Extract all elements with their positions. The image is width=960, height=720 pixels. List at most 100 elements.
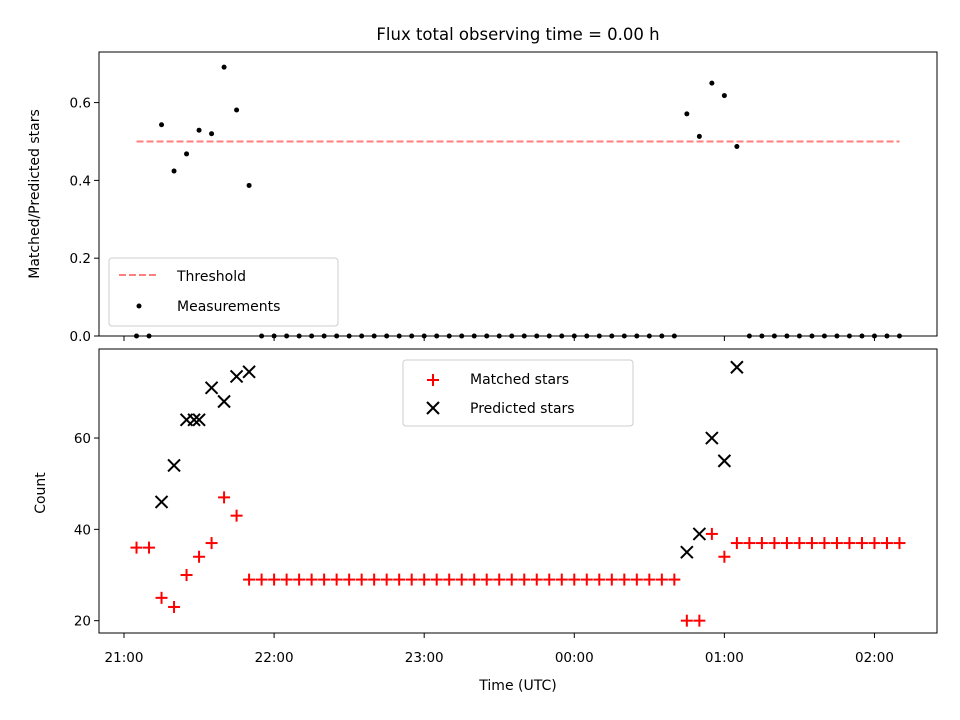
matched-star-marker	[668, 573, 681, 586]
matched-star-marker	[768, 537, 781, 550]
predicted-star-marker	[730, 360, 744, 374]
matched-star-marker	[643, 573, 656, 586]
matched-star-marker	[880, 537, 893, 550]
matched-star-marker	[793, 537, 806, 550]
predicted-star-marker	[204, 381, 219, 395]
measurement-point	[196, 127, 202, 133]
matched-star-marker	[268, 573, 281, 586]
legend-matched-label: Matched stars	[470, 372, 569, 388]
matched-star-marker	[480, 573, 493, 586]
matched-star-marker	[805, 537, 818, 550]
count-y-tick-label: 40	[74, 522, 91, 538]
matched-star-marker	[230, 509, 243, 522]
matched-star-marker	[705, 527, 718, 540]
predicted-star-marker	[217, 394, 231, 409]
matched-star-marker	[318, 573, 331, 586]
matched-star-marker	[518, 573, 531, 586]
matched-star-marker	[655, 573, 668, 586]
count-marks	[130, 360, 906, 627]
matched-star-marker	[455, 573, 468, 586]
predicted-star-marker	[705, 431, 719, 445]
chart-title: Flux total observing time = 0.00 h	[376, 25, 659, 44]
matched-star-marker	[143, 541, 156, 554]
matched-star-marker	[855, 537, 868, 550]
matched-star-marker	[868, 537, 881, 550]
legend-threshold-label: Threshold	[176, 269, 246, 285]
matched-star-marker	[818, 537, 831, 550]
measurement-point	[159, 122, 165, 128]
predicted-star-marker	[167, 458, 181, 473]
matched-star-marker	[393, 573, 406, 586]
x-axis-label: Time (UTC)	[478, 678, 556, 694]
matched-star-marker	[830, 537, 843, 550]
count-legend-box	[402, 359, 634, 427]
x-tick-label: 01:00	[705, 650, 744, 666]
matched-star-marker	[355, 573, 368, 586]
matched-star-marker	[755, 537, 768, 550]
measurement-point	[184, 151, 190, 157]
x-tick-label: 02:00	[855, 650, 894, 666]
count-y-axis: 20 40 60	[74, 431, 99, 630]
measurement-point	[721, 93, 727, 99]
legend-matched-swatch	[427, 374, 439, 386]
x-tick-label: 22:00	[255, 650, 294, 666]
count-y-tick-label: 60	[74, 431, 91, 447]
matched-star-marker	[530, 573, 543, 586]
count-legend: Matched stars Predicted stars	[402, 359, 634, 427]
ratio-y-tick-label: 0.0	[70, 329, 91, 345]
measurement-point	[246, 182, 252, 188]
matched-star-marker	[293, 573, 306, 586]
matched-star-marker	[443, 573, 456, 586]
count-y-tick-label: 20	[74, 614, 91, 630]
x-tick-label: 21:00	[105, 650, 144, 666]
measurement-point	[171, 168, 177, 174]
matched-star-marker	[218, 491, 231, 504]
ratio-x-ticks	[123, 336, 875, 341]
matched-star-marker	[630, 573, 643, 586]
matched-star-marker	[780, 537, 793, 550]
legend-measurements-label: Measurements	[177, 299, 280, 315]
predicted-star-marker	[692, 527, 707, 541]
matched-star-marker	[693, 614, 706, 627]
matched-star-marker	[193, 550, 206, 563]
matched-star-marker	[243, 573, 256, 586]
predicted-star-marker	[680, 545, 694, 559]
matched-star-marker	[305, 573, 318, 586]
ratio-legend-box	[108, 257, 339, 327]
matched-star-marker	[893, 537, 906, 550]
ratio-marks	[134, 64, 902, 339]
matched-star-marker	[205, 537, 218, 550]
matched-star-marker	[555, 573, 568, 586]
measurement-point	[209, 131, 215, 137]
predicted-star-marker	[717, 454, 732, 468]
legend-measurements-swatch	[136, 303, 142, 309]
ratio-y-tick-label: 0.4	[70, 173, 91, 189]
matched-star-marker	[605, 573, 618, 586]
matched-star-marker	[405, 573, 418, 586]
ratio-legend: Threshold Measurements	[108, 257, 339, 327]
matched-star-marker	[180, 569, 193, 582]
predicted-star-marker	[229, 369, 244, 384]
matched-star-marker	[368, 573, 381, 586]
measurement-point	[709, 80, 715, 86]
predicted-star-marker	[154, 495, 169, 509]
matched-star-marker	[280, 573, 293, 586]
matched-star-marker	[468, 573, 481, 586]
matched-star-marker	[730, 537, 743, 550]
matched-star-marker	[743, 537, 756, 550]
x-tick-label: 00:00	[555, 650, 594, 666]
ratio-panel: 0.0 0.2 0.4 0.6 Matched/Predicted stars Thr…	[27, 51, 938, 345]
measurement-point	[684, 111, 690, 117]
matched-star-marker	[543, 573, 556, 586]
count-plot-frame	[98, 348, 938, 634]
matched-star-marker	[580, 573, 593, 586]
legend-predicted-swatch	[426, 401, 440, 415]
matched-star-marker	[493, 573, 506, 586]
matched-star-marker	[843, 537, 856, 550]
matched-star-marker	[618, 573, 631, 586]
measurement-point	[234, 107, 240, 113]
legend-predicted-label: Predicted stars	[470, 401, 575, 417]
predicted-star-marker	[192, 413, 206, 427]
ratio-y-tick-label: 0.6	[70, 96, 91, 112]
matched-star-marker	[718, 550, 731, 563]
